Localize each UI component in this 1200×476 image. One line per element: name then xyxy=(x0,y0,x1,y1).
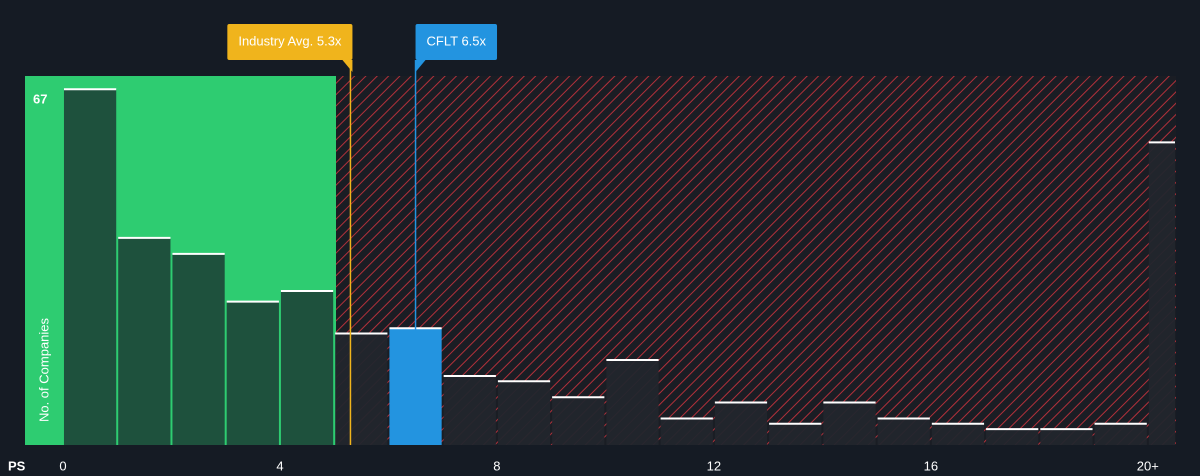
bar xyxy=(606,360,659,445)
bar xyxy=(63,89,117,446)
y-tick-label: 67 xyxy=(33,92,47,107)
x-tick-label: 16 xyxy=(924,458,938,473)
x-tick-label: 20+ xyxy=(1137,458,1159,473)
bar xyxy=(443,375,496,445)
annotation-label: CFLT 6.5x xyxy=(427,33,487,48)
bar xyxy=(986,429,1039,445)
bar xyxy=(877,418,930,445)
bar xyxy=(1094,423,1147,445)
bar xyxy=(660,418,713,445)
bar xyxy=(118,237,171,445)
bar xyxy=(280,291,334,445)
bar xyxy=(931,423,985,445)
annotation-notch xyxy=(415,60,426,72)
plot: 0 4 8 12 16 20+ 67 Industry Avg. 5.3x CFLT 6.5x xyxy=(33,24,1175,473)
bar xyxy=(497,381,551,445)
bar xyxy=(335,333,388,445)
annotation-notch xyxy=(342,60,353,72)
x-tick-label: 4 xyxy=(276,458,283,473)
bar xyxy=(226,301,279,445)
bar xyxy=(823,402,876,445)
bar xyxy=(552,397,605,445)
bar xyxy=(714,402,768,445)
bar xyxy=(1148,142,1175,445)
y-axis-label: No. of Companies xyxy=(36,317,51,422)
x-axis-label: PS xyxy=(8,458,26,473)
bar xyxy=(172,253,225,445)
x-tick-label: 8 xyxy=(493,458,500,473)
annotation-label: Industry Avg. 5.3x xyxy=(238,33,342,48)
annotation-box xyxy=(415,24,498,60)
bar xyxy=(1040,429,1093,445)
x-tick-label: 0 xyxy=(59,458,66,473)
x-tick-label: 12 xyxy=(707,458,721,473)
annotation-box xyxy=(227,24,353,60)
bar xyxy=(769,423,822,445)
